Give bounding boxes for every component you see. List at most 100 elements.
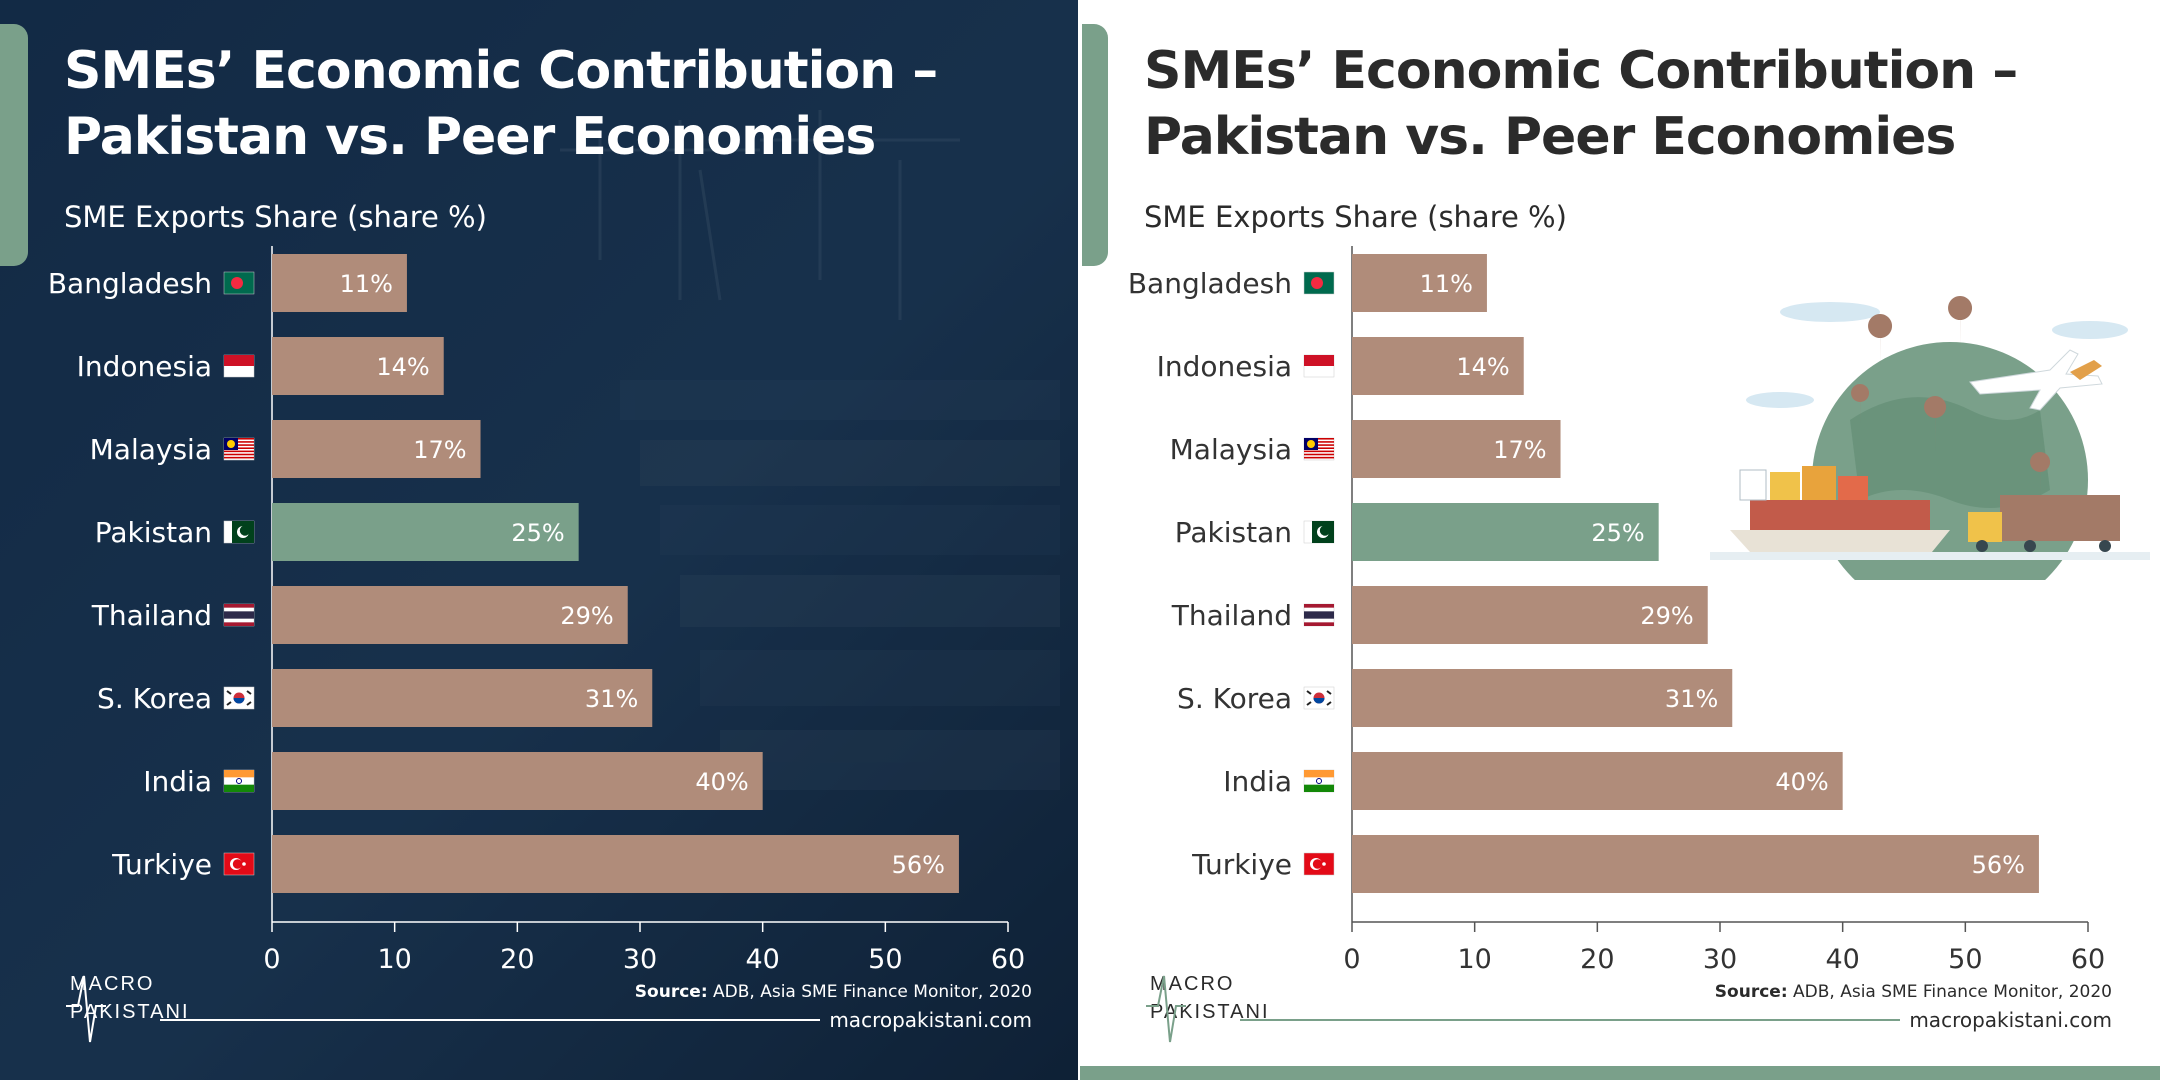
x-tick-label: 0: [1343, 944, 1360, 975]
bar-value-label: 40%: [695, 768, 748, 796]
turkiye-flag-icon: [1303, 852, 1335, 876]
category-label: Turkiye: [111, 848, 212, 881]
bar-chart: 0 10 20 30 40 50 60 11% Bangladesh 14% Indonesia 17…: [1128, 246, 2105, 975]
bar-value-label: 14%: [1456, 353, 1509, 381]
category-label: India: [143, 765, 212, 798]
logo-text-macro: MACRO: [1150, 973, 1234, 995]
category-label: Pakistan: [1175, 516, 1292, 549]
indonesia-flag-icon: [1303, 354, 1335, 378]
bar-s-korea: [1352, 669, 1733, 727]
bottom-accent-strip: [1080, 1066, 2160, 1080]
x-tick-label: 20: [1580, 944, 1614, 975]
category-label: Bangladesh: [1128, 267, 1292, 300]
panel-divider: [1078, 0, 1082, 1080]
bar-malaysia: [272, 420, 481, 478]
bar-india: [1352, 752, 1843, 810]
south-korea-flag-icon: [1303, 686, 1335, 710]
source-note: Source: ADB, Asia SME Finance Monitor, 2…: [1715, 982, 2112, 1002]
bar-value-label: 14%: [376, 353, 429, 381]
x-tick-label: 60: [2071, 944, 2105, 975]
bar-indonesia: [1352, 337, 1524, 395]
category-label: S. Korea: [1177, 682, 1292, 715]
macropakistani-logo: MACRO PAKISTANI: [66, 973, 186, 1043]
accent-tab: [1080, 24, 1108, 266]
x-tick-label: 10: [1457, 944, 1491, 975]
bar-turkiye: [272, 835, 959, 893]
bar-india: [272, 752, 763, 810]
bar-indonesia: [272, 337, 444, 395]
india-flag-icon: [223, 769, 255, 793]
bar-value-label: 29%: [560, 602, 613, 630]
accent-tab: [0, 24, 28, 266]
website-link[interactable]: macropakistani.com: [829, 1008, 1032, 1032]
bar-turkiye: [1352, 835, 2039, 893]
thailand-flag-icon: [1303, 603, 1335, 627]
source-note: Source: ADB, Asia SME Finance Monitor, 2…: [635, 982, 1032, 1002]
bar-s-korea: [272, 669, 653, 727]
x-tick-label: 10: [377, 944, 411, 975]
pakistan-flag-icon: [1303, 520, 1335, 544]
logo-text-macro: MACRO: [70, 973, 154, 995]
category-label: India: [1223, 765, 1292, 798]
category-label: Thailand: [91, 599, 212, 632]
footer-rule: [160, 1019, 820, 1021]
bangladesh-flag-icon: [223, 271, 255, 295]
bar-thailand: [272, 586, 628, 644]
category-label: Indonesia: [77, 350, 212, 383]
x-tick-label: 40: [745, 944, 779, 975]
chart-title: SMEs’ Economic Contribution – Pakistan v…: [1144, 41, 2018, 167]
bar-pakistan: [272, 503, 579, 561]
bar-value-label: 31%: [1665, 685, 1718, 713]
category-label: Malaysia: [90, 433, 212, 466]
x-tick-label: 60: [991, 944, 1025, 975]
bar-value-label: 40%: [1775, 768, 1828, 796]
bar-value-label: 56%: [892, 851, 945, 879]
bar-thailand: [1352, 586, 1708, 644]
bar-value-label: 17%: [1493, 436, 1546, 464]
india-flag-icon: [1303, 769, 1335, 793]
x-tick-label: 50: [1948, 944, 1982, 975]
bar-value-label: 11%: [1420, 270, 1473, 298]
dark-panel: SMEs’ Economic Contribution – Pakistan v…: [0, 0, 1080, 1080]
chart-subtitle: SME Exports Share (share %): [64, 200, 487, 234]
macropakistani-logo: MACRO PAKISTANI: [1146, 973, 1266, 1043]
bar-bangladesh: [1352, 254, 1487, 312]
bar-value-label: 25%: [1591, 519, 1644, 547]
bangladesh-flag-icon: [1303, 271, 1335, 295]
x-tick-label: 20: [500, 944, 534, 975]
website-link[interactable]: macropakistani.com: [1909, 1008, 2112, 1032]
source-text: ADB, Asia SME Finance Monitor, 2020: [713, 982, 1032, 1002]
footer-rule: [1240, 1019, 1900, 1021]
bar-value-label: 56%: [1972, 851, 2025, 879]
x-tick-label: 30: [623, 944, 657, 975]
category-label: S. Korea: [97, 682, 212, 715]
category-label: Bangladesh: [48, 267, 212, 300]
bar-value-label: 29%: [1640, 602, 1693, 630]
bar-value-label: 25%: [511, 519, 564, 547]
bar-bangladesh: [272, 254, 407, 312]
category-label: Thailand: [1171, 599, 1292, 632]
source-label: Source:: [1714, 982, 1788, 1002]
indonesia-flag-icon: [223, 354, 255, 378]
bar-pakistan: [1352, 503, 1659, 561]
x-tick-label: 40: [1825, 944, 1859, 975]
malaysia-flag-icon: [1303, 437, 1335, 461]
bar-value-label: 11%: [340, 270, 393, 298]
global-trade-illustration: [1710, 296, 2150, 580]
south-korea-flag-icon: [223, 686, 255, 710]
chart-title: SMEs’ Economic Contribution – Pakistan v…: [64, 41, 938, 167]
category-label: Malaysia: [1170, 433, 1292, 466]
bar-value-label: 31%: [585, 685, 638, 713]
category-label: Indonesia: [1157, 350, 1292, 383]
bar-value-label: 17%: [413, 436, 466, 464]
malaysia-flag-icon: [223, 437, 255, 461]
x-tick-label: 30: [1703, 944, 1737, 975]
chart-subtitle: SME Exports Share (share %): [1144, 200, 1567, 234]
source-label: Source:: [634, 982, 708, 1002]
bar-chart: 0 10 20 30 40 50 60 11% Bangladesh 14% Indonesia 17…: [48, 246, 1025, 975]
source-text: ADB, Asia SME Finance Monitor, 2020: [1793, 982, 2112, 1002]
x-tick-label: 0: [263, 944, 280, 975]
category-label: Turkiye: [1191, 848, 1292, 881]
turkiye-flag-icon: [223, 852, 255, 876]
thailand-flag-icon: [223, 603, 255, 627]
